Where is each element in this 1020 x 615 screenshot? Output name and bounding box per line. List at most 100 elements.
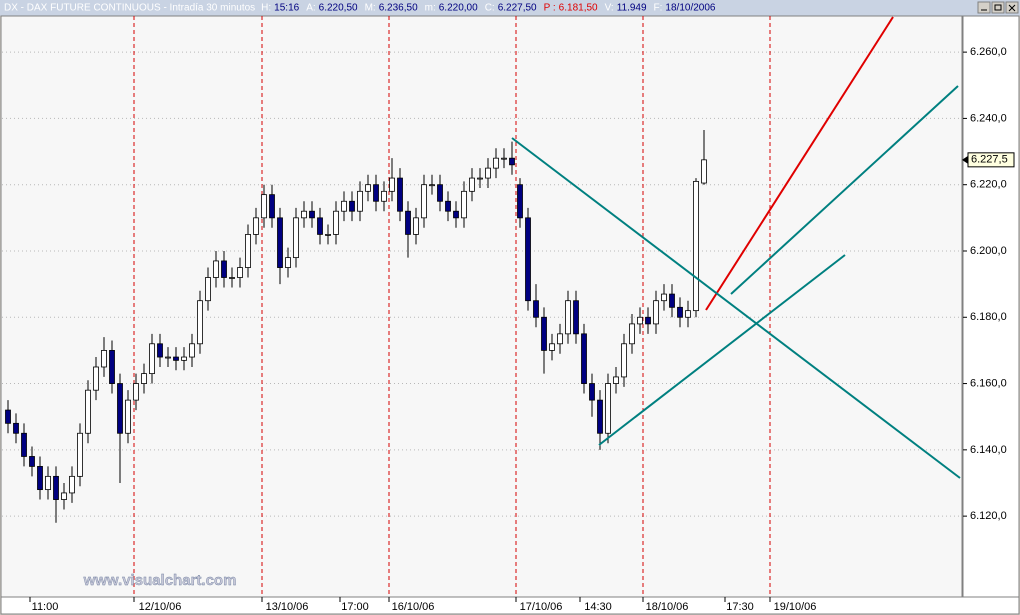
y-tick-label: 6.260,0 (970, 46, 1007, 58)
candle-body (133, 383, 139, 401)
candle-body (669, 293, 675, 308)
minimize-button[interactable] (977, 1, 991, 14)
candle-body (237, 267, 243, 278)
x-tick-label: 17:00 (341, 601, 369, 613)
info-value: 11.949 (617, 3, 647, 14)
x-tick-label: 16/10/06 (392, 601, 435, 613)
candle-body (413, 217, 419, 235)
plot-area (0, 15, 963, 598)
candle-body (525, 217, 531, 302)
last-price-label: 6.227,5 (971, 154, 1008, 166)
candle-body (109, 350, 115, 384)
candle-body (37, 466, 43, 491)
last-price-pointer (962, 155, 968, 164)
x-tick-label: 18/10/06 (646, 601, 689, 613)
candle-body (93, 366, 99, 391)
candle-body (213, 260, 219, 278)
candle-body (325, 234, 331, 236)
candle-body (485, 167, 491, 179)
candle-body (253, 217, 259, 235)
trend-line[interactable] (705, 16, 894, 311)
trend-line[interactable] (511, 137, 961, 479)
info-value: 15:16 (274, 3, 299, 14)
candle-body (557, 333, 563, 345)
icon (994, 4, 1002, 11)
candle-body (181, 356, 187, 361)
candle-body (461, 190, 467, 219)
info-key: P : (544, 3, 556, 14)
info-key: m: (425, 3, 436, 14)
x-tick-label: 11:00 (32, 601, 59, 613)
info-key: A: (306, 3, 315, 14)
candle-body (373, 184, 379, 202)
candle-body (21, 432, 27, 457)
candle-body (197, 300, 203, 345)
grid (2, 51, 962, 517)
candle-body (453, 210, 459, 219)
info-value: 6.227,50 (498, 3, 537, 14)
x-tick-label: 14:30 (584, 601, 612, 613)
candle-body (405, 210, 411, 235)
candle-body (589, 383, 595, 401)
candle-body (501, 157, 507, 160)
candle-body (149, 343, 155, 375)
candle-body (285, 257, 291, 268)
candle-body (397, 177, 403, 212)
candle-body (701, 159, 707, 184)
info-value: 18/10/2006 (665, 3, 715, 14)
info-key: C: (485, 3, 495, 14)
info-key: V: (605, 3, 614, 14)
candles (5, 130, 707, 523)
candle-body (637, 316, 643, 325)
x-tick-label: 17/10/06 (520, 601, 563, 613)
candle-body (45, 475, 51, 491)
candle-body (597, 399, 603, 434)
maximize-button[interactable] (991, 1, 1005, 14)
candle-body (445, 200, 451, 212)
candle-body (477, 177, 483, 180)
y-tick-label: 6.220,0 (970, 179, 1007, 191)
icon (1008, 4, 1016, 12)
candle-body (261, 194, 267, 219)
info-key: M: (365, 3, 376, 14)
candle-body (613, 376, 619, 384)
candle-body (517, 184, 523, 219)
candle-body (581, 333, 587, 384)
candle-body (61, 492, 67, 500)
candle-body (645, 316, 651, 325)
candle-body (173, 356, 179, 361)
candle-body (245, 234, 251, 268)
y-axis-panel (962, 15, 1020, 598)
info-value: 6.236,50 (379, 3, 418, 14)
candle-body (389, 177, 395, 192)
y-tick-label: 6.120,0 (970, 510, 1007, 522)
trend-line[interactable] (730, 85, 959, 295)
y-tick-label: 6.180,0 (970, 311, 1007, 323)
window-buttons (977, 1, 1019, 14)
day-separators (133, 16, 771, 597)
candle-body (685, 310, 691, 318)
candle-body (605, 383, 611, 434)
x-tick-label: 19/10/06 (774, 601, 817, 613)
candle-body (53, 475, 59, 500)
trend-line[interactable] (598, 254, 846, 446)
trend-lines (511, 16, 961, 479)
candle-body (573, 300, 579, 335)
header: DX - DAX FUTURE CONTINUOUS - Intradía 30… (4, 3, 716, 14)
info-key: H: (261, 3, 271, 14)
candle-body (29, 456, 35, 467)
y-tick-label: 6.240,0 (970, 112, 1007, 124)
candle-body (117, 383, 123, 434)
x-tick-label: 12/10/06 (139, 601, 182, 613)
candle-body (13, 422, 19, 434)
candle-body (677, 306, 683, 318)
candle-body (429, 184, 435, 187)
candle-body (309, 210, 315, 219)
candle-body (77, 432, 83, 477)
candle-body (421, 184, 427, 219)
info-value: 6.220,50 (319, 3, 358, 14)
candle-body (301, 210, 307, 219)
candle-body (221, 260, 227, 278)
